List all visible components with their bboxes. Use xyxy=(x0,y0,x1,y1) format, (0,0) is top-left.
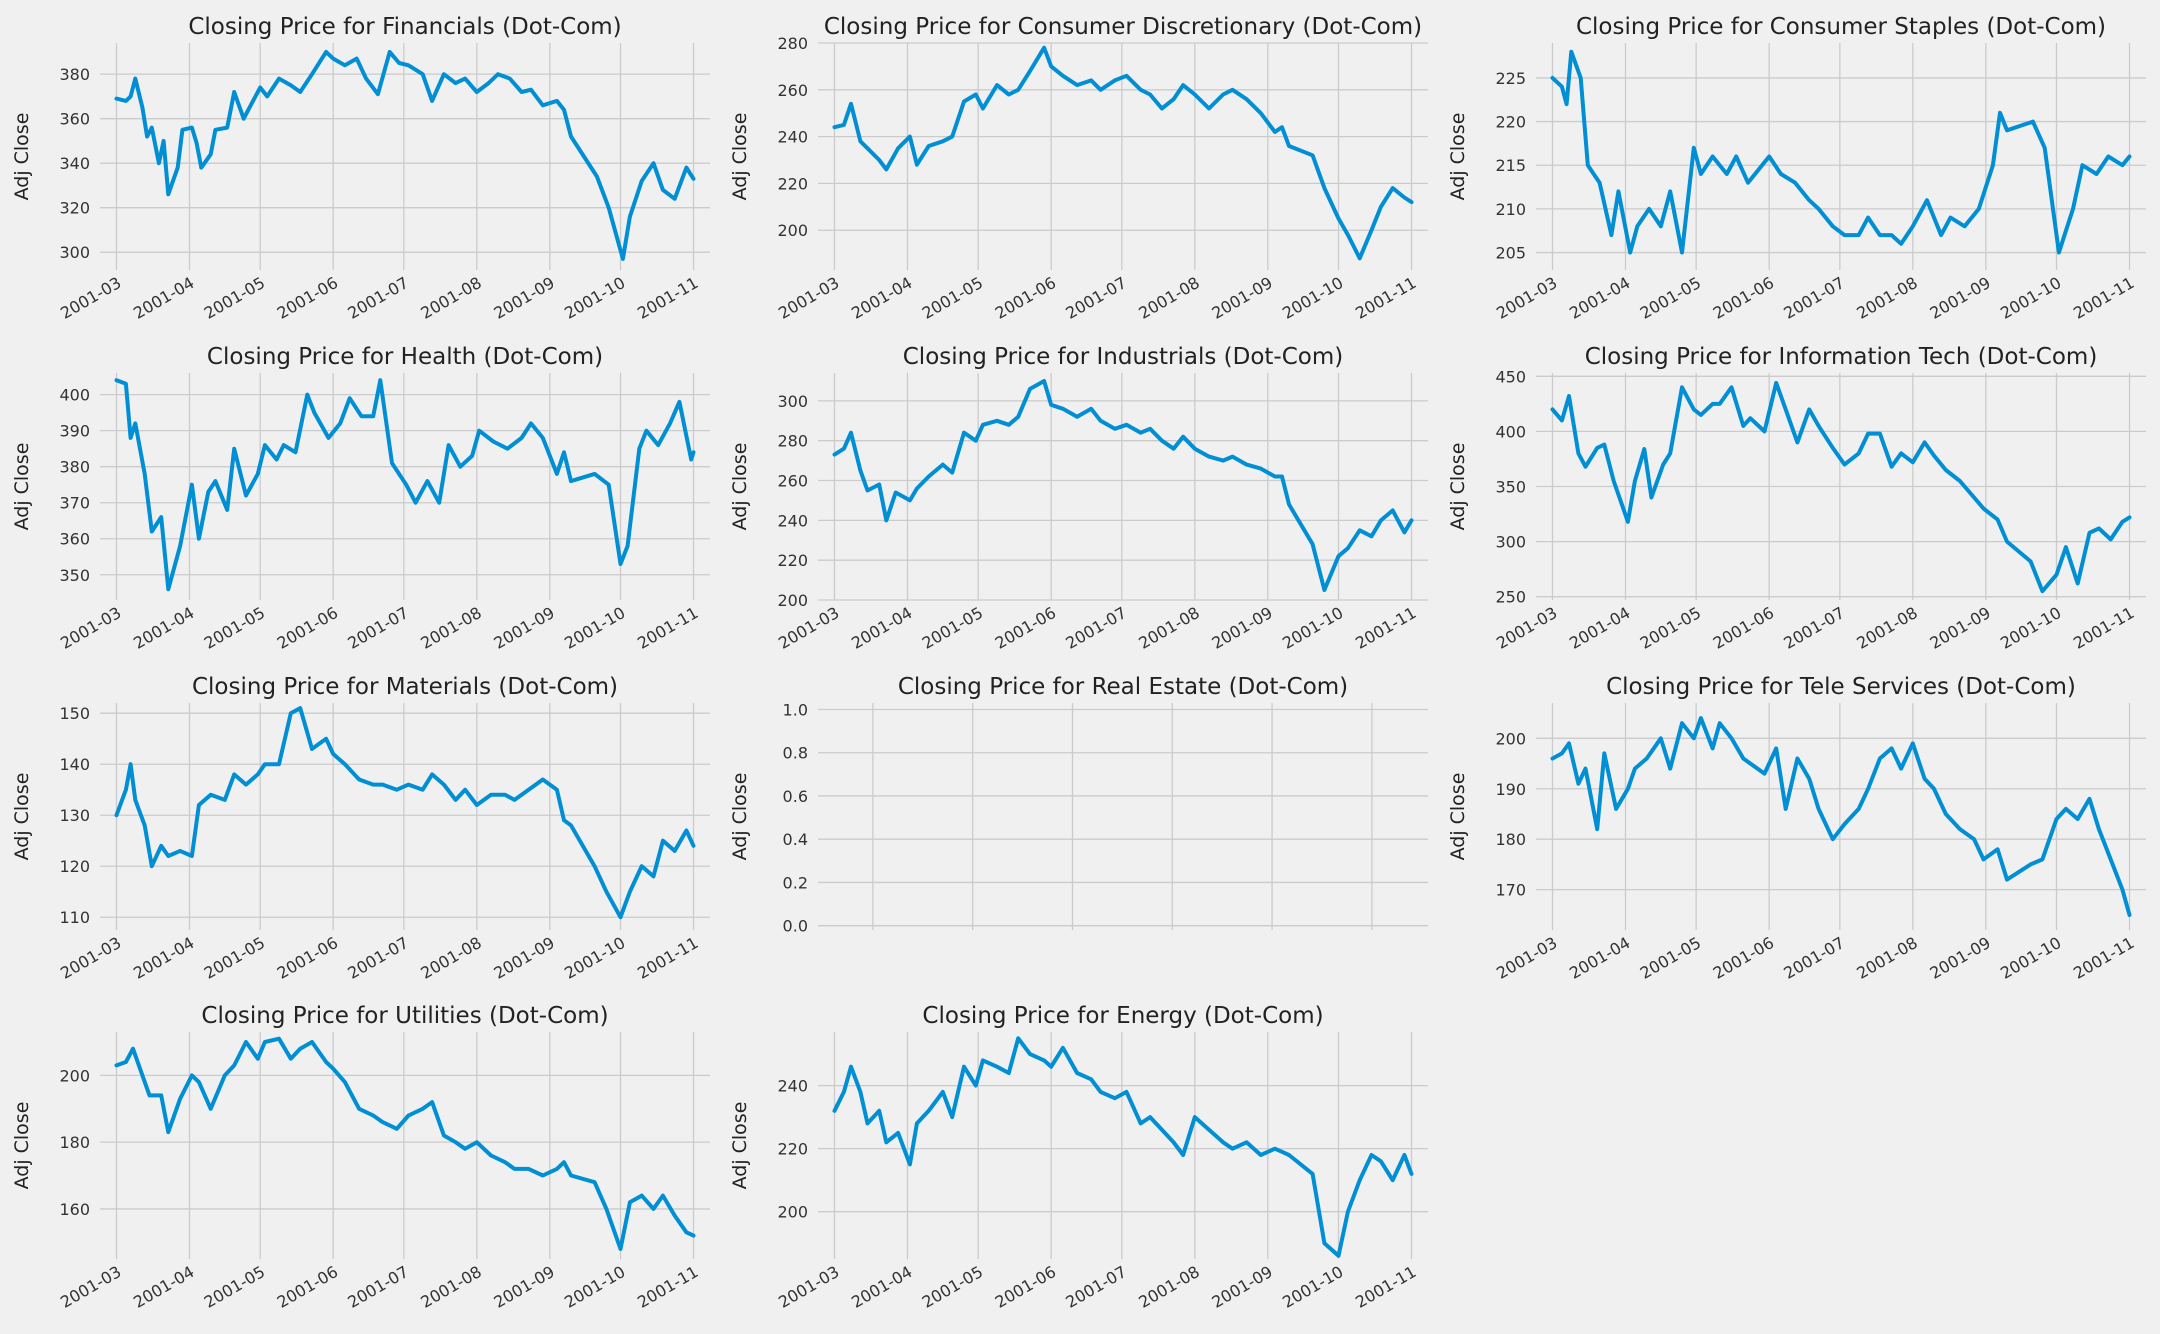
y-axis-label: Adj Close xyxy=(11,443,33,531)
y-tick-label: 200 xyxy=(1495,729,1526,748)
y-tick-label: 300 xyxy=(777,392,808,411)
y-tick-label: 240 xyxy=(777,128,808,147)
subplot-title: Closing Price for Consumer Discretionary… xyxy=(824,14,1422,40)
series-line xyxy=(1550,380,2132,594)
y-tick-label: 360 xyxy=(59,530,90,549)
y-tick-label: 0.0 xyxy=(783,917,808,936)
y-tick-label: 360 xyxy=(59,110,90,129)
y-tick-label: 140 xyxy=(59,755,90,774)
y-tick-label: 160 xyxy=(59,1200,90,1219)
y-tick-label: 320 xyxy=(59,199,90,218)
y-axis-label: Adj Close xyxy=(11,113,33,201)
subplot-title: Closing Price for Materials (Dot-Com) xyxy=(192,674,618,700)
subplot-title: Closing Price for Utilities (Dot-Com) xyxy=(201,1003,608,1029)
y-tick-label: 200 xyxy=(777,221,808,240)
subplot-title: Closing Price for Tele Services (Dot-Com… xyxy=(1606,674,2076,700)
y-tick-label: 280 xyxy=(777,34,808,53)
y-tick-label: 370 xyxy=(59,494,90,513)
y-tick-label: 0.2 xyxy=(783,873,808,892)
y-tick-label: 130 xyxy=(59,806,90,825)
y-tick-label: 400 xyxy=(1495,422,1526,441)
series-line xyxy=(1550,716,2132,917)
series-line xyxy=(114,1036,696,1251)
y-axis-label: Adj Close xyxy=(1447,773,1469,861)
y-axis-label: Adj Close xyxy=(11,773,33,861)
y-tick-label: 225 xyxy=(1495,69,1526,88)
y-tick-label: 110 xyxy=(59,908,90,927)
y-tick-label: 215 xyxy=(1495,156,1526,175)
series-line xyxy=(114,49,696,261)
subplot-title: Closing Price for Industrials (Dot-Com) xyxy=(903,344,1343,370)
subplot-title: Closing Price for Energy (Dot-Com) xyxy=(922,1003,1323,1029)
y-tick-label: 250 xyxy=(1495,588,1526,607)
y-tick-label: 220 xyxy=(777,551,808,570)
y-tick-label: 240 xyxy=(777,511,808,530)
y-axis-label: Adj Close xyxy=(1447,443,1469,531)
y-tick-label: 400 xyxy=(59,386,90,405)
y-tick-label: 280 xyxy=(777,432,808,451)
y-tick-label: 340 xyxy=(59,154,90,173)
series-line xyxy=(832,1036,1414,1258)
series-line xyxy=(832,45,1414,261)
y-tick-label: 260 xyxy=(777,472,808,491)
y-tick-label: 170 xyxy=(1495,881,1526,900)
series-line xyxy=(1550,49,2132,255)
y-tick-label: 240 xyxy=(777,1077,808,1096)
series-line xyxy=(114,706,696,920)
y-axis-label: Adj Close xyxy=(729,443,751,531)
y-tick-label: 220 xyxy=(777,174,808,193)
y-axis-label: Adj Close xyxy=(1447,113,1469,201)
y-tick-label: 200 xyxy=(59,1066,90,1085)
y-axis-label: Adj Close xyxy=(729,113,751,201)
series-line xyxy=(832,379,1414,592)
y-tick-label: 450 xyxy=(1495,367,1526,386)
y-tick-label: 220 xyxy=(1495,113,1526,132)
y-tick-label: 210 xyxy=(1495,200,1526,219)
y-axis-label: Adj Close xyxy=(729,773,751,861)
y-tick-label: 220 xyxy=(777,1140,808,1159)
y-tick-label: 190 xyxy=(1495,780,1526,799)
y-tick-label: 350 xyxy=(1495,478,1526,497)
y-tick-label: 350 xyxy=(59,566,90,585)
y-tick-label: 120 xyxy=(59,857,90,876)
y-tick-label: 180 xyxy=(1495,830,1526,849)
y-tick-label: 180 xyxy=(59,1133,90,1152)
y-tick-label: 0.6 xyxy=(783,787,808,806)
y-axis-label: Adj Close xyxy=(729,1102,751,1190)
subplot-title: Closing Price for Consumer Staples (Dot-… xyxy=(1576,14,2106,40)
subplot-title: Closing Price for Financials (Dot-Com) xyxy=(188,14,621,40)
y-tick-label: 205 xyxy=(1495,244,1526,263)
subplot-title: Closing Price for Information Tech (Dot-… xyxy=(1585,344,2098,370)
y-tick-label: 390 xyxy=(59,422,90,441)
y-tick-label: 300 xyxy=(59,243,90,262)
subplot-title: Closing Price for Real Estate (Dot-Com) xyxy=(898,674,1348,700)
y-tick-label: 0.4 xyxy=(783,830,808,849)
y-tick-label: 260 xyxy=(777,81,808,100)
y-tick-label: 380 xyxy=(59,65,90,84)
y-tick-label: 0.8 xyxy=(783,744,808,763)
y-tick-label: 200 xyxy=(777,591,808,610)
subplot: Closing Price for Real Estate (Dot-Com) 0… xyxy=(729,674,1428,936)
y-tick-label: 300 xyxy=(1495,533,1526,552)
y-tick-label: 1.0 xyxy=(783,700,808,719)
subplot-title: Closing Price for Health (Dot-Com) xyxy=(207,344,603,370)
y-axis-label: Adj Close xyxy=(11,1102,33,1190)
y-tick-label: 380 xyxy=(59,458,90,477)
y-tick-label: 200 xyxy=(777,1203,808,1222)
y-tick-label: 150 xyxy=(59,704,90,723)
series-line xyxy=(114,378,696,592)
